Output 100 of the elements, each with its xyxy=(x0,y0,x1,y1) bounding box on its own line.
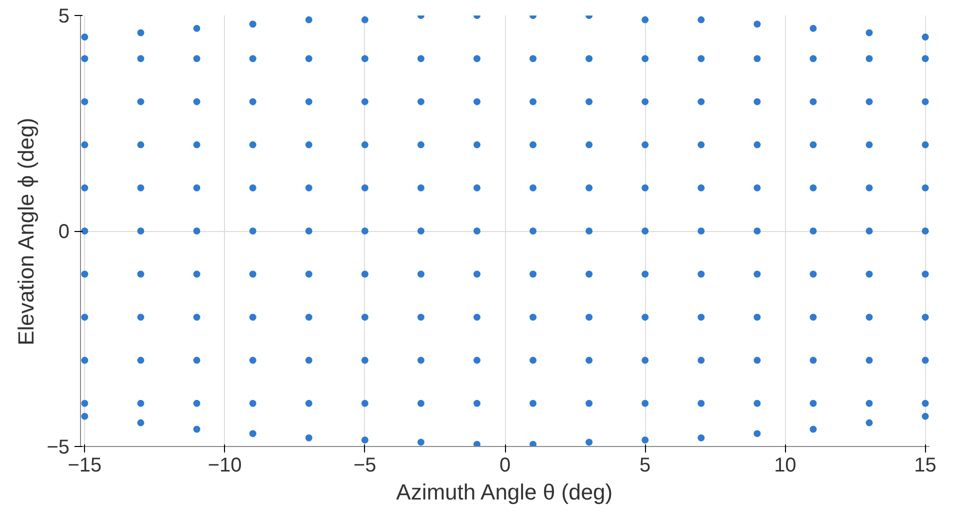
point xyxy=(586,356,593,364)
point xyxy=(698,356,705,364)
point xyxy=(473,55,480,62)
point xyxy=(922,228,929,234)
point xyxy=(866,356,873,364)
point xyxy=(193,356,200,364)
point xyxy=(305,184,312,192)
point xyxy=(754,141,761,148)
point xyxy=(866,55,873,62)
point xyxy=(810,98,817,106)
y-tick-label: 5 xyxy=(58,6,70,28)
point xyxy=(754,400,761,407)
point xyxy=(81,98,88,106)
y-tick-label: −5 xyxy=(46,436,70,458)
point xyxy=(866,270,873,278)
point xyxy=(922,34,929,41)
point xyxy=(473,228,480,234)
point xyxy=(81,228,88,234)
point xyxy=(137,314,144,321)
point xyxy=(586,314,593,321)
point xyxy=(866,98,873,106)
point xyxy=(305,400,312,407)
point xyxy=(810,400,817,407)
point xyxy=(81,184,88,192)
point xyxy=(361,436,368,444)
point xyxy=(866,400,873,407)
point xyxy=(810,356,817,364)
x-tick-label: −15 xyxy=(68,454,102,476)
point xyxy=(530,184,537,192)
point xyxy=(361,141,368,148)
point xyxy=(642,55,649,62)
point xyxy=(81,34,88,41)
point xyxy=(137,356,144,364)
point xyxy=(698,98,705,106)
point xyxy=(642,16,649,24)
point xyxy=(249,400,256,407)
point xyxy=(193,141,200,148)
point xyxy=(305,356,312,364)
point xyxy=(137,270,144,278)
point xyxy=(193,270,200,278)
point xyxy=(193,228,200,234)
point xyxy=(698,314,705,321)
point xyxy=(810,270,817,278)
y-axis-title: Elevation Angle ϕ (deg) xyxy=(14,118,39,346)
point xyxy=(81,270,88,278)
point xyxy=(193,426,200,433)
point xyxy=(305,55,312,62)
point xyxy=(137,184,144,192)
point xyxy=(305,434,312,442)
point xyxy=(922,98,929,106)
point xyxy=(249,228,256,234)
y-tick-label: 0 xyxy=(58,221,70,243)
point xyxy=(473,184,480,192)
point xyxy=(698,434,705,442)
point xyxy=(417,400,424,407)
point xyxy=(361,228,368,234)
point xyxy=(810,426,817,433)
point xyxy=(249,356,256,364)
point xyxy=(586,400,593,407)
point xyxy=(754,356,761,364)
point xyxy=(754,20,761,28)
point xyxy=(473,440,480,446)
point xyxy=(137,400,144,407)
point xyxy=(417,184,424,192)
point xyxy=(922,412,929,420)
point xyxy=(810,55,817,62)
x-axis-title: Azimuth Angle θ (deg) xyxy=(396,480,613,504)
point xyxy=(698,184,705,192)
point xyxy=(473,400,480,407)
point xyxy=(754,270,761,278)
point xyxy=(193,24,200,32)
point xyxy=(81,314,88,321)
point xyxy=(530,228,537,234)
point xyxy=(305,141,312,148)
point xyxy=(305,228,312,234)
point xyxy=(361,184,368,192)
point xyxy=(249,270,256,278)
point xyxy=(642,356,649,364)
x-tick-label: 15 xyxy=(914,454,936,476)
point xyxy=(361,270,368,278)
point xyxy=(698,16,705,24)
point xyxy=(249,98,256,106)
point xyxy=(530,400,537,407)
point xyxy=(249,141,256,148)
point xyxy=(698,270,705,278)
point xyxy=(866,419,873,426)
point xyxy=(754,184,761,192)
point xyxy=(193,55,200,62)
point xyxy=(642,436,649,444)
x-tick-label: 10 xyxy=(774,454,796,476)
point xyxy=(81,356,88,364)
point xyxy=(249,430,256,438)
x-tick-label: 5 xyxy=(640,454,651,476)
point xyxy=(361,98,368,106)
point xyxy=(866,141,873,148)
point xyxy=(866,228,873,234)
point xyxy=(642,184,649,192)
point xyxy=(530,440,537,446)
point xyxy=(866,29,873,36)
point xyxy=(922,55,929,62)
